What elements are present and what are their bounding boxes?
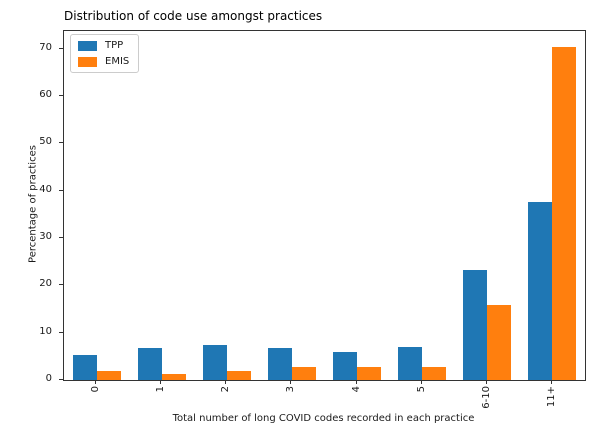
y-tick-label-70: 70 — [39, 41, 52, 53]
bar-group-5 — [390, 31, 455, 380]
plot-area: TPP EMIS — [63, 30, 586, 381]
legend-label-emis: EMIS — [105, 56, 130, 67]
x-tick-mark — [290, 380, 292, 384]
x-tick-mark — [95, 380, 97, 384]
bar-tpp-5 — [398, 347, 423, 380]
bar-emis-4 — [357, 367, 382, 380]
bar-emis-0 — [96, 371, 121, 380]
bar-group-3 — [259, 31, 324, 380]
y-tick-mark — [59, 47, 63, 49]
bar-tpp-1 — [137, 347, 162, 380]
legend-label-tpp: TPP — [105, 40, 124, 51]
x-tick-label-5: 5 — [415, 386, 427, 393]
bar-emis-3 — [291, 367, 316, 380]
x-tick-mark — [420, 380, 422, 384]
y-tick-mark — [59, 284, 63, 286]
x-tick-label-4: 4 — [350, 386, 362, 393]
bar-tpp-0 — [72, 354, 97, 380]
x-tick-mark — [355, 380, 357, 384]
bar-emis-5 — [422, 366, 447, 380]
bar-group-2 — [194, 31, 259, 380]
x-tick-label-6-10: 6-10 — [480, 386, 492, 409]
y-tick-mark — [59, 189, 63, 191]
y-tick-label-10: 10 — [39, 325, 52, 337]
bar-tpp-11+ — [528, 202, 553, 380]
bar-tpp-2 — [202, 344, 227, 380]
x-tick-label-2: 2 — [220, 386, 232, 393]
y-tick-label-50: 50 — [39, 136, 52, 148]
legend: TPP EMIS — [70, 34, 140, 73]
x-tick-mark — [160, 380, 162, 384]
y-tick-label-40: 40 — [39, 183, 52, 195]
bar-group-6-10 — [455, 31, 520, 380]
legend-item-emis: EMIS — [78, 56, 129, 67]
y-tick-mark — [59, 142, 63, 144]
y-tick-mark — [59, 379, 63, 380]
x-axis-tick-marks — [63, 380, 584, 384]
bar-group-4 — [325, 31, 390, 380]
y-tick-label-30: 30 — [39, 230, 52, 242]
bar-tpp-6-10 — [463, 270, 488, 380]
bar-tpp-4 — [333, 352, 358, 380]
bar-group-11+ — [520, 31, 585, 380]
y-tick-label-20: 20 — [39, 278, 52, 290]
legend-swatch-emis-icon — [78, 56, 97, 67]
bar-emis-2 — [226, 371, 251, 380]
x-axis-label: Total number of long COVID codes recorde… — [172, 413, 475, 424]
bar-group-0 — [64, 31, 129, 380]
x-tick-label-1: 1 — [155, 386, 167, 393]
bar-emis-6-10 — [487, 305, 512, 380]
y-tick-mark — [59, 94, 63, 96]
bar-emis-11+ — [552, 46, 577, 380]
x-axis-tick-labels: 0 1 2 3 4 5 6-10 11+ — [63, 386, 584, 414]
y-tick-label-0: 0 — [45, 373, 52, 384]
x-tick-mark — [225, 380, 227, 384]
chart-title: Distribution of code use amongst practic… — [64, 9, 323, 23]
bar-group-1 — [129, 31, 194, 380]
x-tick-mark — [485, 380, 487, 384]
x-tick-label-11+: 11+ — [545, 386, 557, 408]
y-tick-mark — [59, 236, 63, 238]
legend-item-tpp: TPP — [78, 40, 129, 51]
bar-emis-1 — [161, 373, 186, 380]
bars-layer — [64, 31, 585, 380]
x-tick-label-0: 0 — [90, 386, 102, 393]
bar-tpp-3 — [267, 347, 292, 380]
x-tick-mark — [550, 380, 552, 384]
legend-swatch-tpp-icon — [78, 40, 97, 51]
y-tick-label-60: 60 — [39, 88, 52, 100]
y-axis-label: Percentage of practices — [27, 145, 39, 263]
x-tick-label-3: 3 — [285, 386, 297, 393]
y-tick-mark — [59, 331, 63, 333]
